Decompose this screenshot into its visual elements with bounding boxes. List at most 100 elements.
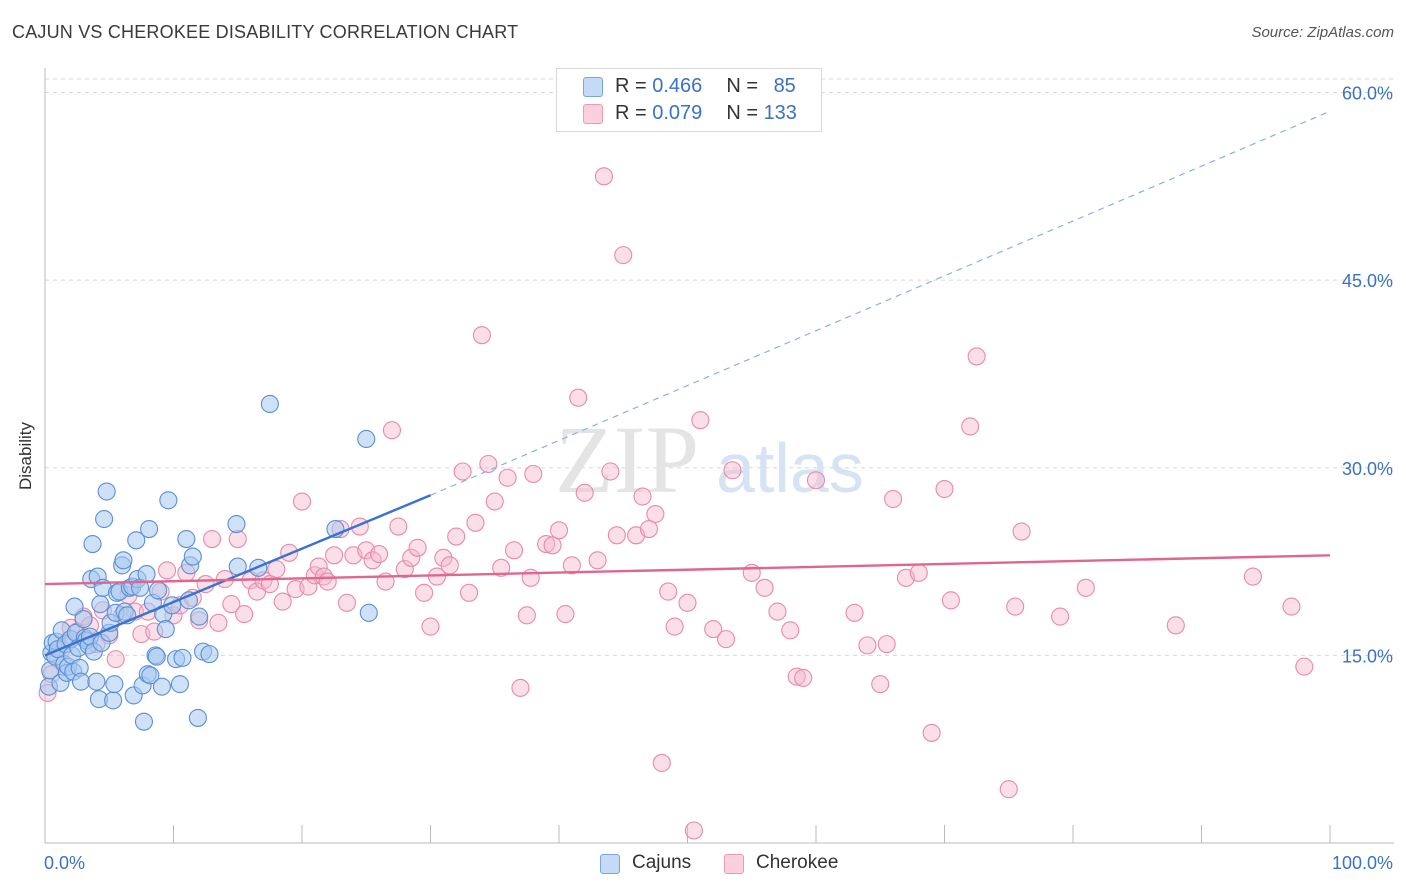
cherokee-swatch [724,854,744,874]
cajun-point [357,429,376,449]
cherokee-point [794,668,813,687]
cherokee-point [858,636,877,655]
tick-labels: 15.0% 30.0% 45.0% 60.0% 0.0% 100.0% [44,84,1393,873]
cherokee-point [562,556,581,575]
cherokee-point [614,246,633,265]
cherokee-point [337,593,357,612]
cajun-point [91,595,110,614]
cajun-point [149,581,168,600]
y-tick-label: 15.0% [1342,646,1393,666]
cherokee-point [1282,597,1301,616]
cherokee-point [1012,522,1031,541]
cherokee-point [961,417,980,436]
cherokee-point [222,595,241,614]
cajuns-swatch [583,77,603,97]
cherokee-point [787,667,806,686]
cajun-point [190,607,209,626]
cajun-point [83,535,102,554]
cajun-point [74,610,93,629]
cherokee-point [742,563,761,582]
cherokee-point [318,572,337,591]
legend-n-label: N = [726,102,764,124]
cherokee-point [607,526,626,545]
cherokee-point [235,605,254,624]
cherokee-point [633,487,652,506]
cherokee-point [203,530,222,549]
cherokee-point [395,560,414,579]
x-tick-label: 0.0% [44,853,85,873]
cajun-point [97,482,116,501]
cherokee-point [537,535,556,554]
cajuns-trend-line [44,494,431,657]
cherokee-point [1166,616,1185,635]
cherokee-point [806,471,826,490]
cherokee-point [999,780,1018,799]
cherokee-point [382,421,402,440]
y-tick-label: 30.0% [1342,459,1393,479]
cajun-point [152,677,171,696]
cherokee-point [935,479,954,499]
watermark: ZIP atlas [555,406,864,513]
cajun-point [87,672,106,691]
cherokee-point [768,602,787,621]
cherokee-point [504,541,524,560]
cherokee-point [389,517,408,536]
cajun-point [105,675,124,694]
cherokee-point [884,489,903,509]
legend-r-value: 0.079 [652,102,703,124]
cherokee-point [370,545,389,564]
cajun-point [177,530,196,549]
cajun-point [127,531,146,550]
cherokee-point [691,411,710,430]
cajun-point [104,691,123,710]
cherokee-point [440,556,459,575]
cajun-point [137,565,156,584]
cherokee-point [723,461,742,480]
cherokee-point [1051,607,1070,626]
cherokee-point [498,468,517,487]
cajun-point [134,712,153,731]
y-tick-label: 60.0% [1342,84,1393,104]
cherokee-point [543,536,562,555]
cherokee-point [665,617,684,636]
chart-title: CAJUN VS CHEROKEE DISABILITY CORRELATION… [12,22,519,42]
cherokee-point [209,613,228,632]
legend-r-value: 0.466 [652,75,703,97]
y-tick-label: 45.0% [1342,271,1393,291]
cajun-point [183,547,202,566]
legend-n-value: 85 [773,75,796,97]
cherokee-point [704,620,723,639]
cherokee-point [106,650,125,669]
cherokee-point [877,635,896,654]
cajun-point [359,603,378,622]
cherokee-point [652,753,671,772]
cherokee-point [588,551,607,570]
cherokee-swatch [583,104,603,124]
cherokee-point [325,546,344,565]
cajun-point [95,509,114,529]
cherokee-point [479,454,498,474]
cherokee-point [1295,657,1314,676]
cherokee-point [575,483,594,502]
cajun-point [71,672,91,691]
cherokee-point [716,630,736,649]
legend-n-value: 133 [763,102,797,124]
cherokee-point [408,538,427,557]
cherokee-trend-line [44,554,1331,586]
cherokee-point [453,462,472,481]
cherokee-point [485,492,504,511]
cherokee-point [871,675,890,694]
cherokee-point [158,561,177,580]
cherokee-point [909,563,928,582]
stats-legend: R = 0.466 N = 85 R = 0.079 N = 133 [556,68,822,132]
cajun-point [65,597,84,616]
cajuns-swatch [600,854,620,874]
cherokee-point [472,326,491,345]
cherokee-point [781,621,800,640]
cajun-point [156,620,175,639]
cherokee-point [646,504,665,524]
cajuns-label: Cajuns [632,852,692,873]
cherokee-point [415,583,434,602]
cherokee-point [941,591,960,610]
cherokee-point [1006,597,1025,616]
